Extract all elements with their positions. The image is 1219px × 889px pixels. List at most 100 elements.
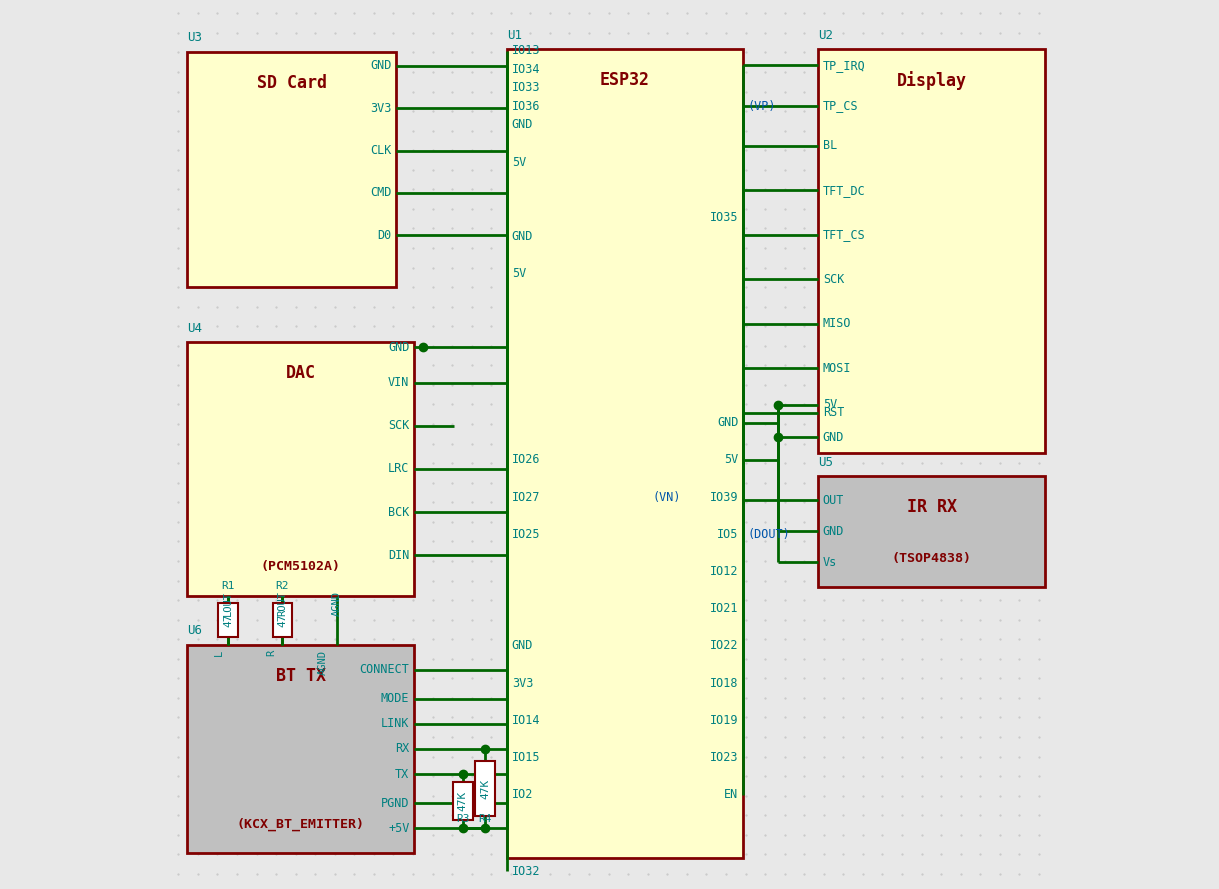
Text: R2: R2: [275, 581, 289, 591]
Text: IO12: IO12: [709, 565, 739, 578]
Text: GND: GND: [823, 525, 845, 538]
Text: IO14: IO14: [512, 714, 540, 727]
Text: U2: U2: [818, 28, 834, 42]
Text: IO26: IO26: [512, 453, 540, 467]
Text: +5V: +5V: [388, 821, 410, 835]
Text: CONNECT: CONNECT: [360, 663, 410, 677]
Text: IR RX: IR RX: [907, 498, 957, 516]
Text: IO23: IO23: [709, 751, 739, 764]
Text: 5V: 5V: [512, 156, 525, 169]
Text: U3: U3: [188, 31, 202, 44]
Text: BT TX: BT TX: [275, 667, 325, 685]
Text: SD Card: SD Card: [257, 74, 327, 92]
Text: TP_IRQ: TP_IRQ: [823, 59, 865, 72]
Text: IO39: IO39: [709, 491, 739, 503]
Text: BL: BL: [823, 140, 837, 153]
Text: LOUT: LOUT: [223, 591, 233, 616]
Text: U5: U5: [818, 455, 834, 469]
Text: ROUT: ROUT: [278, 591, 288, 616]
Text: MODE: MODE: [382, 693, 410, 705]
Text: RST: RST: [823, 406, 845, 420]
Text: AGND: AGND: [332, 591, 341, 616]
Text: IO2: IO2: [512, 789, 533, 801]
Text: 5V: 5V: [512, 268, 525, 280]
Text: (PCM5102A): (PCM5102A): [261, 560, 340, 573]
Text: 47: 47: [223, 613, 233, 627]
Bar: [507, 49, 742, 858]
Text: IO21: IO21: [709, 602, 739, 615]
Text: IO35: IO35: [709, 212, 739, 225]
Text: SCK: SCK: [823, 273, 845, 286]
Text: IO27: IO27: [512, 491, 540, 503]
Text: GND: GND: [512, 639, 533, 653]
Text: EN: EN: [724, 789, 739, 801]
Text: IO34: IO34: [512, 62, 540, 76]
Text: R4: R4: [478, 814, 491, 824]
Text: IO32: IO32: [512, 865, 540, 877]
Text: IO5: IO5: [717, 528, 739, 541]
Text: U1: U1: [507, 28, 522, 42]
Text: IO22: IO22: [709, 639, 739, 653]
Text: GND: GND: [512, 118, 533, 132]
Text: PGND: PGND: [382, 797, 410, 810]
Text: 5V: 5V: [823, 398, 837, 412]
Text: TP_CS: TP_CS: [823, 99, 858, 112]
Text: R3: R3: [456, 814, 469, 824]
Text: (VN): (VN): [652, 491, 680, 503]
Text: R1: R1: [222, 581, 235, 591]
Text: D0: D0: [378, 228, 391, 242]
Text: ESP32: ESP32: [600, 71, 650, 89]
Text: BCK: BCK: [388, 506, 410, 518]
Text: L: L: [215, 650, 224, 656]
Text: TFT_DC: TFT_DC: [823, 184, 865, 197]
Text: LINK: LINK: [382, 717, 410, 731]
Text: MISO: MISO: [823, 317, 851, 331]
Text: 47K: 47K: [458, 791, 468, 812]
Text: (KCX_BT_EMITTER): (KCX_BT_EMITTER): [236, 818, 364, 831]
Text: GND: GND: [512, 230, 533, 243]
Text: IO33: IO33: [512, 81, 540, 94]
Text: IO13: IO13: [512, 44, 540, 57]
Text: GND: GND: [823, 430, 845, 444]
Bar: [218, 603, 238, 637]
Text: GND: GND: [371, 60, 391, 72]
Text: IO36: IO36: [512, 100, 540, 113]
Text: R: R: [266, 650, 275, 656]
Text: IO25: IO25: [512, 528, 540, 541]
Text: IO18: IO18: [709, 677, 739, 690]
Text: Display: Display: [897, 71, 967, 90]
Text: 3V3: 3V3: [371, 101, 391, 115]
Bar: [188, 645, 414, 853]
Text: SCK: SCK: [388, 420, 410, 432]
Text: 5V: 5V: [724, 453, 739, 467]
Text: AGND: AGND: [318, 650, 328, 675]
Text: GND: GND: [388, 340, 410, 354]
Text: (TSOP4838): (TSOP4838): [892, 551, 972, 565]
Text: MOSI: MOSI: [823, 362, 851, 375]
Text: U4: U4: [188, 322, 202, 335]
Text: LRC: LRC: [388, 462, 410, 476]
Text: 47: 47: [278, 613, 288, 627]
Text: RX: RX: [395, 742, 410, 756]
Text: TX: TX: [395, 767, 410, 781]
Bar: [188, 342, 414, 596]
Bar: [453, 782, 473, 821]
Text: GND: GND: [717, 416, 739, 429]
Text: DAC: DAC: [285, 364, 316, 382]
Text: VIN: VIN: [388, 376, 410, 389]
Bar: [475, 761, 495, 816]
Text: (DOUT): (DOUT): [747, 528, 790, 541]
Text: CLK: CLK: [371, 144, 391, 157]
Text: (VP): (VP): [747, 100, 775, 113]
Text: IO15: IO15: [512, 751, 540, 764]
Bar: [273, 603, 293, 637]
Text: 3V3: 3V3: [512, 677, 533, 690]
Bar: [818, 49, 1045, 453]
Text: U6: U6: [188, 624, 202, 637]
Text: IO19: IO19: [709, 714, 739, 727]
Bar: [818, 476, 1045, 587]
Text: 47K: 47K: [480, 779, 490, 799]
Text: Vs: Vs: [823, 556, 837, 569]
Text: TFT_CS: TFT_CS: [823, 228, 865, 242]
Text: DIN: DIN: [388, 549, 410, 562]
